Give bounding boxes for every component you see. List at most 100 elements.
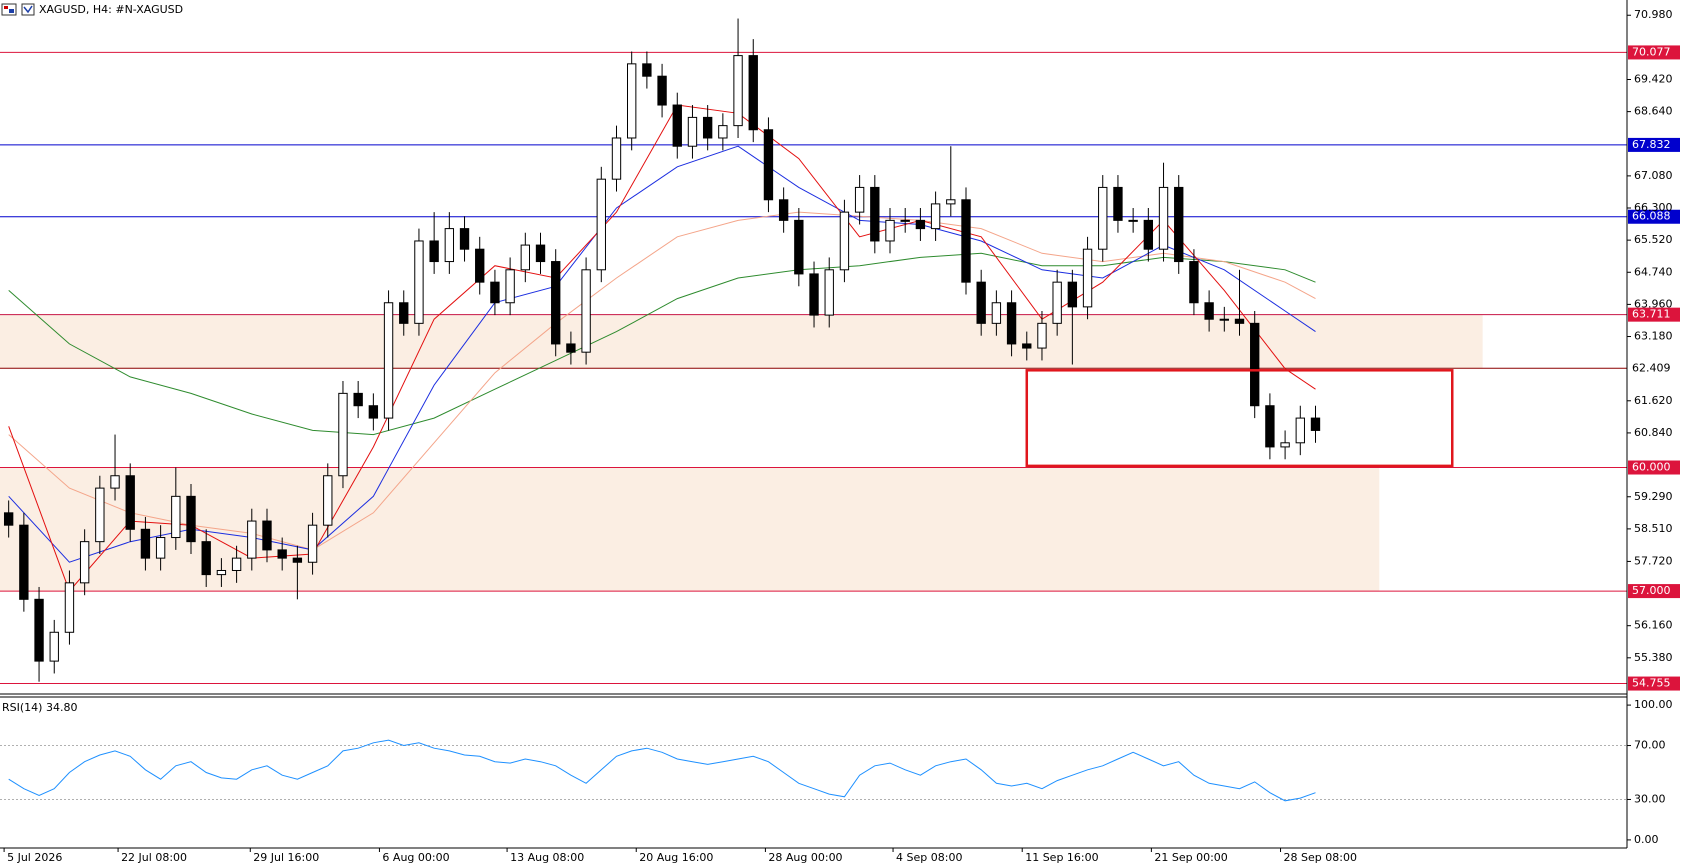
y-tick-label: 61.620: [1634, 394, 1673, 407]
chart-icon: [23, 5, 33, 14]
candle-body: [839, 211, 850, 271]
y-tick-label: 55.380: [1634, 651, 1673, 664]
candle-body: [991, 302, 1002, 324]
candle-body: [368, 405, 379, 419]
candle-body: [687, 116, 698, 147]
x-tick-label: 21 Sep 00:00: [1154, 851, 1227, 864]
candle-body: [155, 537, 166, 559]
y-tick-label: 63.960: [1634, 297, 1673, 310]
candle-body: [1310, 417, 1321, 431]
candle-body: [1280, 442, 1290, 448]
candle-body: [171, 495, 181, 539]
x-tick-label: 28 Sep 08:00: [1284, 851, 1357, 864]
candle-body: [551, 261, 561, 345]
level-label: 57.000: [1632, 584, 1671, 597]
candle-body: [399, 302, 409, 324]
candle-body: [1128, 219, 1138, 222]
candle-body: [946, 199, 956, 205]
y-tick-label: 58.510: [1634, 522, 1673, 535]
rsi-tick-label: 0.00: [1634, 833, 1659, 846]
y-tick-label: 63.180: [1634, 330, 1673, 343]
candle-body: [1067, 281, 1078, 308]
rsi-tick-label: 30.00: [1634, 792, 1666, 805]
moving-average: [8, 211, 1316, 551]
candle-body: [95, 487, 105, 543]
y-tick-label: 65.520: [1634, 233, 1673, 246]
candle-body: [140, 528, 151, 559]
x-tick-label: 11 Sep 16:00: [1025, 851, 1098, 864]
chart-title: XAGUSD, H4: #N-XAGUSD: [39, 3, 183, 16]
chart-icon: [9, 9, 14, 13]
candle-body: [444, 228, 455, 263]
level-label-box: [1628, 209, 1680, 224]
candle-body: [110, 475, 120, 489]
y-tick-label: 66.300: [1634, 201, 1673, 214]
level-label: 54.755: [1632, 677, 1671, 690]
candle-body: [1158, 186, 1169, 250]
candle-body: [702, 116, 713, 139]
level-label: 70.077: [1632, 45, 1671, 58]
x-tick-label: 13 Aug 08:00: [510, 851, 584, 864]
y-tick-label: 70.980: [1634, 8, 1673, 21]
candle-body: [323, 475, 333, 526]
candle-body: [824, 269, 834, 316]
candle-body: [718, 125, 728, 139]
candle-body: [1234, 318, 1245, 324]
chart-icon: [4, 6, 8, 9]
candle-body: [216, 569, 227, 576]
x-tick-label: 29 Jul 16:00: [253, 851, 319, 864]
level-label: 66.088: [1632, 210, 1671, 223]
candle-body: [475, 248, 485, 283]
candle-body: [596, 178, 606, 271]
x-tick-label: 28 Aug 00:00: [768, 851, 842, 864]
y-tick-label: 56.160: [1634, 619, 1673, 632]
candle-body: [64, 582, 75, 633]
candle-body: [292, 557, 303, 563]
candle-body: [581, 269, 591, 353]
candle-body: [79, 541, 90, 584]
candle-body: [1204, 302, 1214, 320]
candle-body: [201, 541, 211, 576]
x-tick-label: 6 Aug 00:00: [382, 851, 449, 864]
candle-body: [1189, 261, 1199, 304]
candle-body: [3, 512, 14, 526]
candle-body: [1295, 417, 1305, 444]
x-tick-label: 20 Aug 16:00: [639, 851, 713, 864]
candle-body: [763, 129, 774, 201]
candle-body: [247, 520, 257, 559]
candle-body: [307, 524, 318, 563]
candle-body: [505, 269, 515, 304]
candle-body: [657, 75, 667, 106]
candle-body: [535, 244, 546, 263]
candle-body: [870, 186, 880, 242]
y-tick-label: 57.720: [1634, 554, 1673, 567]
x-tick-label: 22 Jul 08:00: [121, 851, 187, 864]
candle-body: [34, 598, 44, 662]
x-tick-label: 4 Sep 08:00: [896, 851, 962, 864]
rsi-tick-label: 70.00: [1634, 739, 1666, 752]
level-label: 63.711: [1632, 308, 1671, 321]
candle-body: [1098, 186, 1108, 250]
candle-body: [976, 281, 986, 324]
candle-body: [748, 55, 758, 131]
candle-body: [854, 186, 865, 213]
candle-body: [1143, 219, 1154, 250]
candle-body: [262, 520, 272, 551]
candle-body: [961, 199, 971, 283]
candle-body: [1113, 186, 1123, 221]
candle-body: [672, 104, 682, 147]
candle-body: [885, 219, 895, 242]
candle-body: [930, 203, 941, 230]
candle-body: [794, 219, 804, 275]
candle-body: [1265, 405, 1275, 448]
candle-body: [915, 219, 926, 230]
y-tick-label: 69.420: [1634, 72, 1673, 85]
y-tick-label: 60.840: [1634, 426, 1673, 439]
level-label-box: [1628, 460, 1680, 475]
candle-body: [733, 55, 743, 127]
level-label-box: [1628, 137, 1680, 152]
candle-body: [383, 302, 394, 419]
candle-body: [900, 219, 910, 222]
rsi-label: RSI(14) 34.80: [2, 701, 77, 714]
